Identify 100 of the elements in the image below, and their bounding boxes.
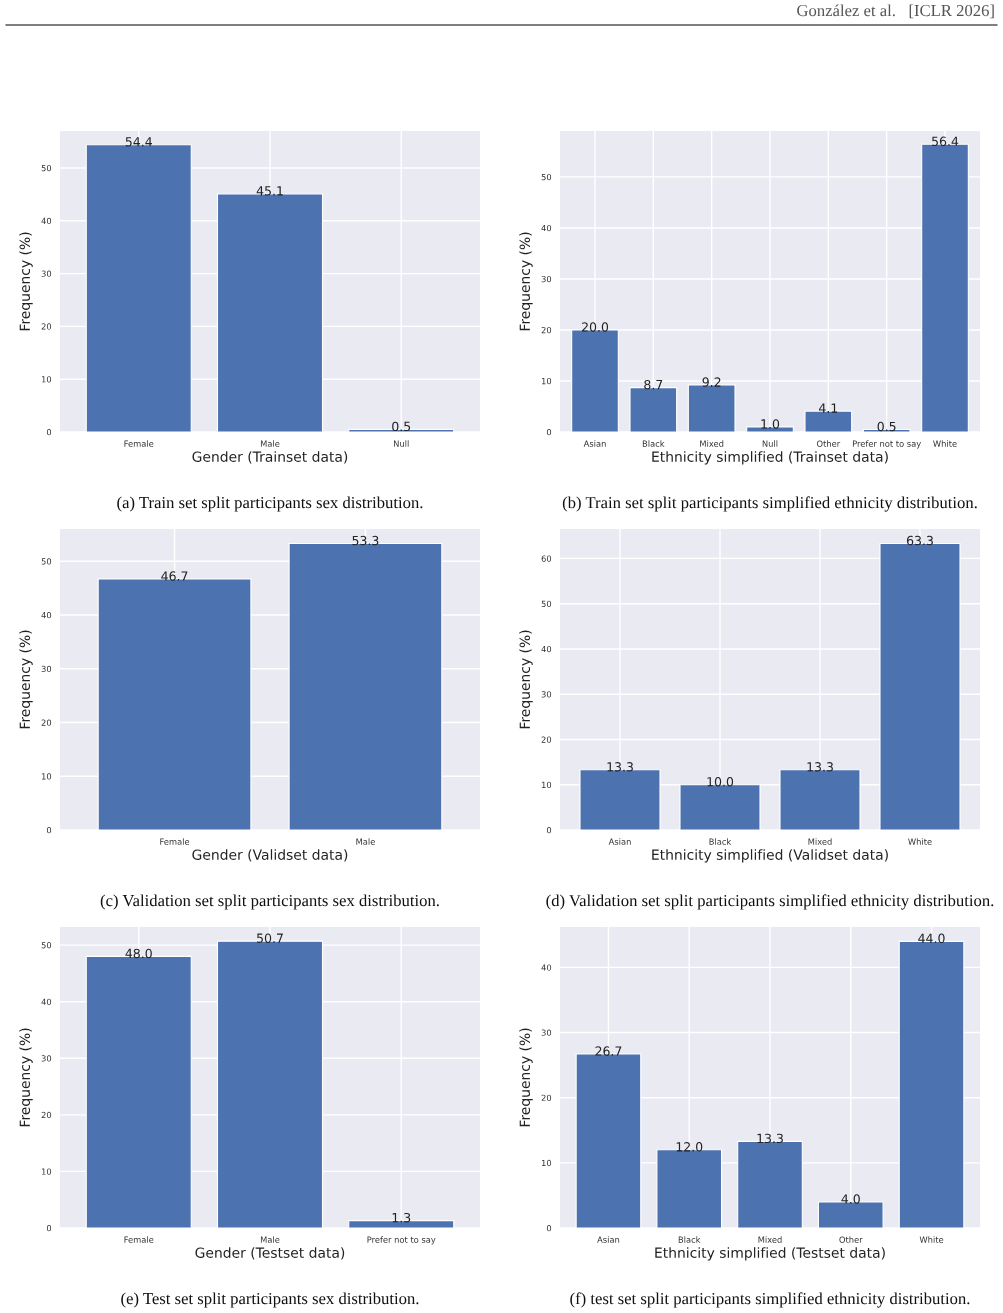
data-label: 8.7 — [644, 379, 663, 390]
y-tick-label: 30 — [41, 665, 52, 673]
y-tick-label: 40 — [541, 224, 552, 232]
data-label: 10.0 — [707, 777, 734, 787]
x-axis-title: Ethnicity simplified (Trainset data) — [652, 451, 888, 465]
x-axis-title: Ethnicity simplified (Validset data) — [652, 849, 888, 863]
data-label: 13.3 — [757, 1133, 783, 1144]
y-tick-label: 50 — [41, 942, 52, 949]
x-tick-label: White — [933, 440, 957, 447]
y-tick-label: 10 — [41, 1168, 52, 1175]
text: (c) Validation set split participants sex distribution. — [100, 894, 439, 910]
x-tick-label: Mixed — [808, 838, 832, 845]
data-label: 0.5 — [877, 421, 896, 432]
x-tick-label: Female — [124, 1236, 154, 1243]
y-tick-label: 40 — [541, 645, 552, 653]
data-label: 12.0 — [676, 1142, 703, 1152]
data-label: 13.3 — [607, 762, 633, 772]
text: (e) Test set split participants sex distribution. — [121, 1292, 419, 1308]
x-tick-label: Mixed — [758, 1236, 782, 1243]
data-label: 45.1 — [256, 186, 283, 196]
data-label: 54.4 — [125, 137, 152, 147]
y-tick-label: 50 — [541, 173, 552, 181]
y-tick-label: 40 — [541, 964, 552, 971]
data-label: 50.7 — [257, 933, 283, 943]
data-label: 63.3 — [906, 535, 933, 546]
x-tick-label: Female — [160, 838, 190, 845]
x-tick-label: Black — [709, 838, 732, 845]
x-tick-label: Male — [356, 838, 375, 845]
y-tick-label: 0 — [46, 428, 52, 436]
y-axis-title: Frequency (%) — [19, 1028, 33, 1127]
y-tick-label: 50 — [41, 164, 52, 172]
y-tick-label: 10 — [41, 376, 52, 383]
x-axis-title: Gender (Trainset data) — [192, 451, 348, 464]
y-tick-label: 10 — [541, 781, 552, 789]
y-tick-label: 40 — [41, 217, 52, 225]
x-axis-title: Gender (Testset data) — [195, 1247, 345, 1260]
text: (d) Validation set split participants simplified ethnicity distribution. — [546, 894, 994, 910]
y-tick-label: 30 — [541, 691, 552, 698]
y-axis-title: Frequency (%) — [519, 232, 533, 331]
x-tick-label: Mixed — [700, 440, 724, 447]
data-label: 53.3 — [352, 535, 379, 546]
text: (f) test set split participants simplified ethnicity distribution. — [570, 1292, 970, 1308]
x-tick-label: Black — [642, 440, 665, 447]
y-tick-label: 30 — [41, 1055, 52, 1062]
data-label: 48.0 — [125, 948, 152, 959]
data-label: 44.0 — [918, 933, 945, 944]
y-tick-label: 20 — [41, 323, 52, 330]
x-tick-label: Male — [260, 440, 280, 447]
text: (a) Train set split participants sex distribution. — [117, 496, 423, 512]
x-tick-label: White — [908, 838, 932, 845]
y-tick-label: 60 — [541, 555, 552, 562]
y-tick-label: 40 — [41, 611, 52, 619]
y-tick-label: 20 — [41, 719, 52, 726]
data-label: 0.5 — [392, 421, 411, 432]
y-tick-label: 30 — [541, 1029, 552, 1036]
x-tick-label: Asian — [583, 440, 606, 447]
data-label: 26.7 — [595, 1046, 622, 1056]
y-axis-title: Frequency (%) — [19, 232, 33, 331]
data-label: 4.1 — [819, 403, 838, 413]
y-axis-title: Frequency (%) — [19, 630, 33, 729]
y-tick-label: 30 — [541, 275, 552, 283]
data-label: 46.7 — [161, 571, 188, 581]
x-tick-label: Asian — [597, 1236, 620, 1243]
text: (b) Train set split participants simplified ethnicity distribution. — [562, 496, 977, 512]
x-tick-label: Null — [762, 440, 778, 447]
x-tick-label: Prefer not to say — [367, 1236, 436, 1245]
data-label: 1.0 — [761, 419, 780, 429]
y-tick-label: 0 — [46, 826, 52, 834]
y-tick-label: 0 — [546, 826, 552, 834]
x-tick-label: Female — [124, 440, 154, 447]
x-tick-label: White — [919, 1236, 944, 1243]
x-tick-label: Null — [393, 440, 409, 447]
x-tick-label: Prefer not to say — [852, 440, 921, 449]
x-axis-title: Ethnicity simplified (Testset data) — [655, 1247, 885, 1261]
y-axis-title: Frequency (%) — [519, 630, 533, 729]
y-tick-label: 40 — [41, 998, 52, 1005]
x-tick-label: Male — [260, 1236, 280, 1243]
y-tick-label: 10 — [41, 773, 52, 780]
y-axis-title: Frequency (%) — [519, 1028, 533, 1127]
x-tick-label: Other — [839, 1236, 863, 1243]
y-tick-label: 20 — [541, 736, 552, 743]
y-tick-label: 20 — [41, 1111, 52, 1119]
y-tick-label: 0 — [546, 1224, 552, 1232]
y-tick-label: 20 — [541, 1094, 552, 1101]
y-tick-label: 20 — [541, 326, 552, 334]
y-tick-label: 10 — [541, 377, 552, 385]
x-tick-label: Other — [816, 440, 841, 447]
data-label: 13.3 — [807, 762, 833, 772]
data-label: 1.3 — [392, 1212, 411, 1223]
data-label: 56.4 — [932, 136, 959, 147]
y-tick-label: 0 — [46, 1224, 52, 1232]
y-tick-label: 50 — [41, 558, 52, 565]
y-tick-label: 50 — [541, 600, 552, 607]
x-tick-label: Asian — [608, 838, 631, 845]
y-tick-label: 30 — [41, 270, 52, 277]
y-tick-label: 10 — [541, 1159, 552, 1167]
text: González et al. [ICLR 2026] — [797, 4, 994, 19]
x-axis-title: Gender (Validset data) — [192, 849, 348, 862]
data-label: 20.0 — [582, 322, 609, 332]
y-tick-label: 0 — [546, 428, 552, 436]
